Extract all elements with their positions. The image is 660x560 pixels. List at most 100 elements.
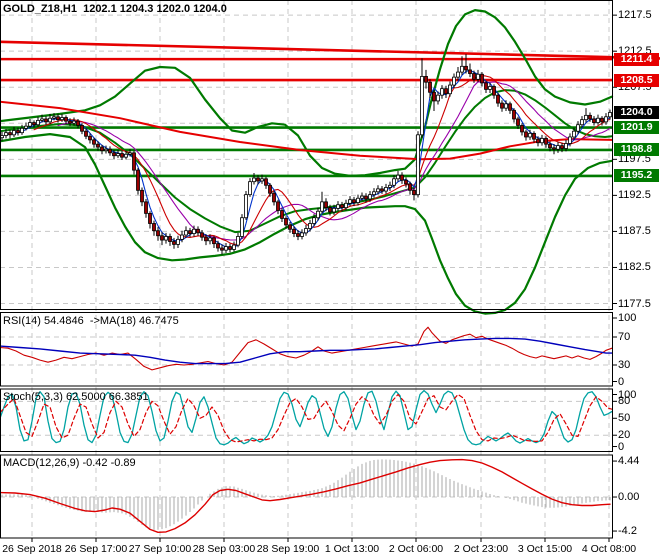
candle-body	[468, 69, 472, 74]
candle-body	[308, 223, 312, 229]
candle-body	[584, 114, 588, 121]
candle-body	[492, 86, 496, 96]
rsi-line	[0, 326, 613, 371]
candle-body	[344, 202, 348, 209]
candle-body	[380, 188, 384, 192]
candle-body	[596, 117, 600, 123]
candle-body	[156, 230, 160, 237]
candle-body	[72, 120, 76, 124]
candle-body	[520, 125, 524, 133]
time-axis-label[interactable]: 3 Oct 15:00	[517, 543, 573, 555]
candle-body	[160, 235, 164, 241]
candle-body	[532, 132, 536, 140]
candle-body	[180, 234, 184, 240]
candle-body	[556, 145, 560, 150]
macd-panel-border	[0, 454, 613, 539]
candle-body	[164, 236, 168, 241]
rsi-ma-line	[0, 337, 613, 365]
price-badge: 1204.0	[614, 105, 659, 119]
bollinger-middle-line	[0, 89, 613, 234]
candle-body	[176, 238, 180, 245]
time-axis-label[interactable]: 1 Oct 13:00	[324, 543, 380, 555]
candle-body	[220, 247, 224, 251]
rsi-axis-label: 0	[618, 375, 625, 388]
candle-body	[372, 191, 376, 196]
price-panel-border	[0, 0, 613, 310]
candle-body	[128, 152, 132, 155]
candle-body	[52, 116, 56, 119]
candle-body	[292, 228, 296, 234]
stochastic-axis-label: 20	[618, 429, 631, 442]
stochastic-axis-label: 0	[618, 440, 625, 453]
candle-body	[348, 199, 352, 204]
candle-body	[252, 177, 256, 183]
candle-body	[248, 181, 252, 196]
candle-body	[576, 124, 580, 132]
macd-axis-label: 0.00	[618, 491, 640, 504]
candle-body	[528, 132, 532, 138]
time-axis-label[interactable]: 4 Oct 08:00	[581, 543, 637, 555]
candle-body	[592, 118, 596, 123]
time-axis-label[interactable]: 28 Sep 19:00	[256, 543, 320, 555]
price-axis-label: 1182.5	[618, 261, 651, 274]
candle-body	[20, 127, 24, 134]
candle-body	[512, 109, 516, 120]
candle-body	[256, 177, 260, 182]
time-axis-label[interactable]: 27 Sep 10:00	[128, 543, 192, 555]
candle-body	[420, 76, 424, 136]
candle-body	[224, 246, 228, 251]
candle-body	[400, 174, 404, 181]
candle-body	[560, 145, 564, 149]
candle-body	[416, 134, 420, 196]
time-axis-label[interactable]: 2 Oct 23:00	[453, 543, 509, 555]
price-badge: 1195.2	[614, 169, 659, 183]
candle-body	[428, 81, 432, 93]
time-axis-label[interactable]: 2 Oct 06:00	[388, 543, 444, 555]
chart-title: GOLD_Z18,H1 1202.1 1204.3 1202.0 1204.0	[3, 3, 227, 15]
candle-body	[376, 188, 380, 193]
time-axis-label[interactable]: 26 Sep 2018	[2, 543, 62, 555]
candle-body	[436, 94, 440, 102]
candle-body	[168, 236, 172, 242]
candle-body	[444, 88, 448, 95]
stochastic-panel-border	[0, 388, 613, 452]
candle-body	[104, 148, 108, 152]
time-axis-label[interactable]: 28 Sep 03:00	[192, 543, 256, 555]
candle-body	[112, 152, 116, 157]
macd-axis-label: 4.44	[618, 455, 640, 468]
candle-body	[432, 91, 436, 102]
candle-body	[32, 122, 36, 126]
candle-body	[96, 143, 100, 148]
candle-body	[500, 102, 504, 109]
violet-ma-line	[57, 81, 611, 241]
candle-body	[388, 184, 392, 188]
candle-body	[68, 120, 72, 124]
candle-body	[504, 103, 508, 109]
candle-body	[228, 246, 232, 250]
candle-body	[172, 241, 176, 245]
candle-body	[392, 178, 396, 186]
candle-body	[8, 132, 12, 136]
candle-body	[608, 112, 612, 118]
candle-body	[236, 236, 240, 246]
candle-body	[84, 130, 88, 137]
candle-body	[484, 82, 488, 90]
stochastic-indicator-label: Stoch(5,3,3) 62.5000 66.3851	[3, 391, 149, 403]
candle-body	[44, 118, 48, 123]
macd-axis-label: -4.2	[618, 525, 637, 538]
time-axis-label[interactable]: 26 Sep 17:00	[64, 543, 128, 555]
candle-body	[76, 120, 80, 126]
candle-body	[412, 189, 416, 196]
rsi-axis-label: 100	[618, 312, 637, 324]
stoch-k-line	[0, 389, 613, 446]
candle-body	[396, 174, 400, 180]
candle-body	[480, 73, 484, 84]
candle-body	[472, 73, 476, 80]
candle-body	[320, 201, 324, 212]
candle-body	[120, 153, 124, 158]
candle-body	[544, 138, 548, 145]
candle-body	[496, 94, 500, 104]
candle-body	[232, 244, 236, 250]
candle-body	[100, 146, 104, 152]
